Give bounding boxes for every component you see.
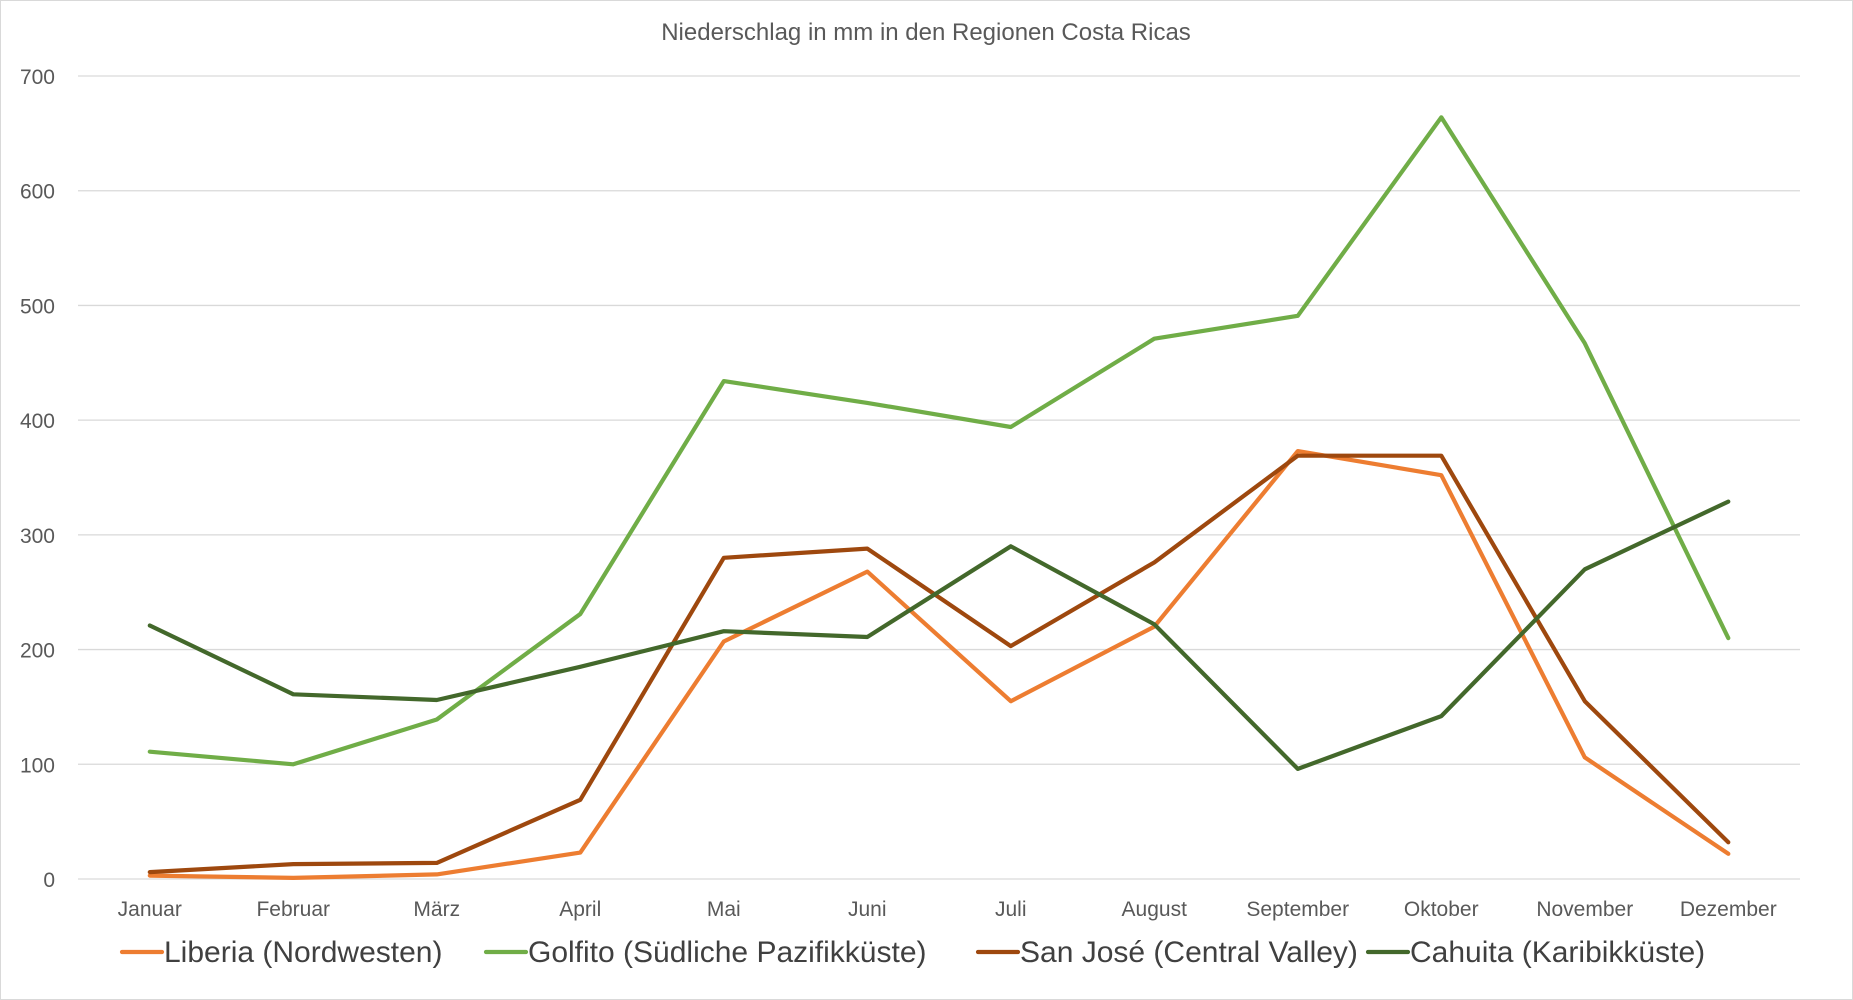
series-line-1	[147, 449, 1731, 881]
y-tick-label: 0	[43, 869, 55, 892]
series-line-3	[147, 453, 1731, 875]
y-tick-label: 700	[20, 66, 55, 89]
x-tick-label: August	[1122, 898, 1188, 921]
chart-title: Niederschlag in mm in den Regionen Costa…	[661, 19, 1191, 46]
x-tick-label: April	[559, 898, 601, 921]
x-tick-label: September	[1246, 898, 1349, 921]
y-tick-label: 100	[20, 754, 55, 777]
legend-entry-4: Cahuita (Karibikküste)	[1365, 936, 1705, 969]
legend-entry-3: San José (Central Valley)	[975, 936, 1358, 969]
y-tick-label: 400	[20, 410, 55, 433]
legend-label: San José (Central Valley)	[1020, 936, 1358, 969]
series-lines	[147, 115, 1731, 881]
y-tick-label: 500	[20, 295, 55, 318]
y-tick-label: 600	[20, 181, 55, 204]
legend-label: Liberia (Nordwesten)	[164, 936, 442, 969]
y-tick-label: 200	[20, 640, 55, 663]
legend: Liberia (Nordwesten) Golfito (Südliche Pa…	[119, 936, 1705, 969]
y-axis: 0 100 200 300 400 500 600 700	[20, 66, 55, 892]
legend-label: Cahuita (Karibikküste)	[1410, 936, 1705, 969]
x-tick-label: März	[413, 898, 460, 921]
y-tick-label: 300	[20, 525, 55, 548]
x-tick-label: November	[1536, 898, 1633, 921]
legend-entry-2: Golfito (Südliche Pazifikküste)	[483, 936, 927, 969]
legend-entry-1: Liberia (Nordwesten)	[119, 936, 442, 969]
x-tick-label: Februar	[256, 898, 330, 921]
x-tick-label: Juni	[848, 898, 887, 921]
x-tick-label: Mai	[707, 898, 741, 921]
x-tick-label: Januar	[118, 898, 182, 921]
x-tick-label: Oktober	[1404, 898, 1479, 921]
legend-label: Golfito (Südliche Pazifikküste)	[528, 936, 927, 969]
x-tick-label: Dezember	[1680, 898, 1777, 921]
series-line-2	[147, 115, 1731, 767]
x-tick-label: Juli	[995, 898, 1027, 921]
gridlines	[78, 75, 1800, 880]
series-line-4	[147, 499, 1731, 772]
x-axis: Januar Februar März April Mai Juni Juli August S…	[118, 898, 1777, 921]
